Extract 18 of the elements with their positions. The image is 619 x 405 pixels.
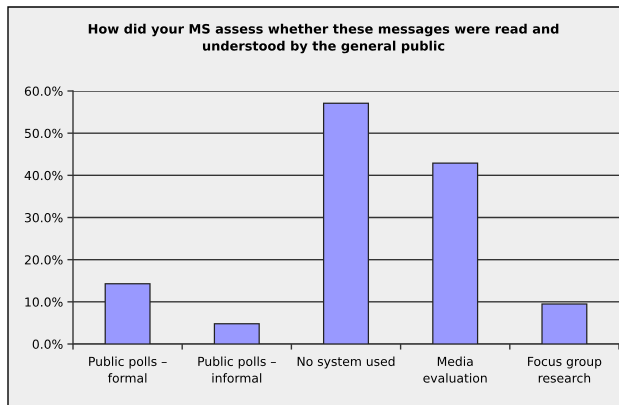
y-tick-label: 10.0% (25, 297, 63, 307)
x-tick-label: Public polls – informal (198, 356, 276, 383)
y-tick-label: 60.0% (24, 86, 63, 96)
y-tick-label: 0.0% (32, 340, 63, 349)
y-tick-label: 40.0% (24, 170, 63, 180)
bar (432, 162, 478, 344)
bar (104, 283, 151, 344)
y-tick-label: 20.0% (24, 255, 63, 265)
bar (214, 323, 260, 344)
y-tick-label: 30.0% (24, 213, 63, 222)
bar (322, 102, 370, 344)
x-tick-label: Focus group research (528, 356, 602, 383)
x-tick-label: Public polls – formal (89, 356, 167, 383)
chart-title: How did your MS assess whether these messages were read and understood by the general public (88, 24, 558, 54)
x-tick-label: Media evaluation (423, 356, 487, 383)
bar (541, 303, 588, 344)
y-tick-label: 50.0% (24, 128, 63, 138)
x-tick-label: No system used (298, 356, 394, 368)
